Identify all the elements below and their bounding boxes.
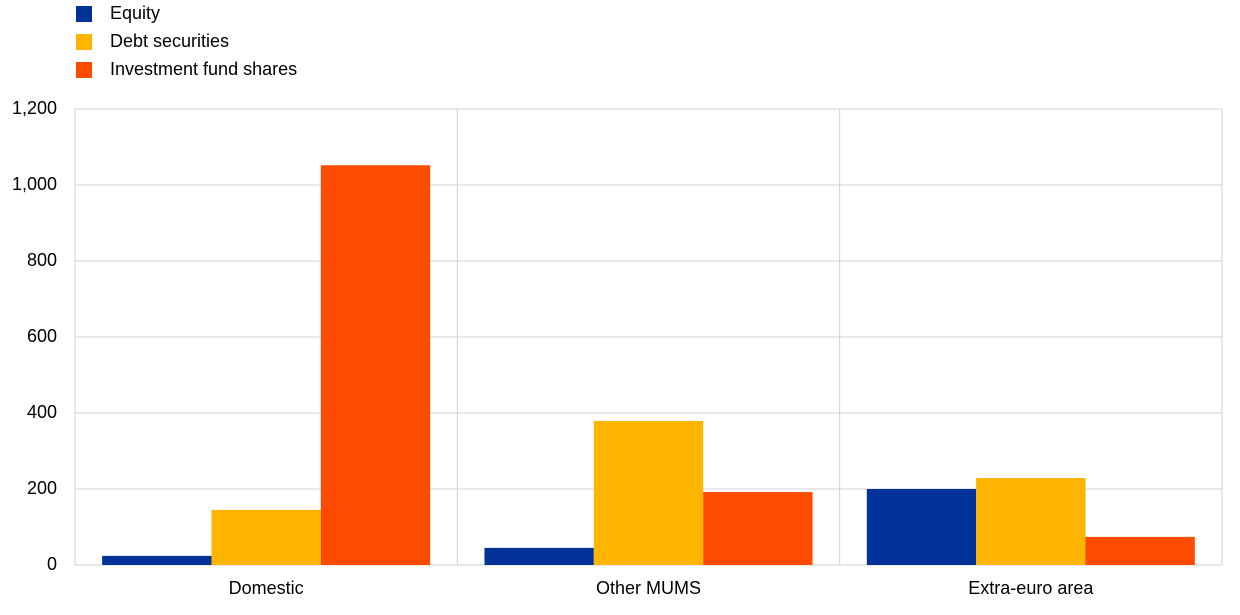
bar (593, 420, 704, 565)
bar (1085, 536, 1195, 565)
legend-swatch (76, 62, 92, 78)
bar (976, 477, 1086, 565)
legend-swatch (76, 6, 92, 22)
y-tick-label: 400 (27, 402, 57, 422)
bar (703, 492, 813, 565)
bar (866, 489, 977, 565)
legend-swatch (76, 34, 92, 50)
x-tick-label: Domestic (229, 578, 304, 598)
bar (320, 165, 431, 566)
legend-label: Equity (110, 3, 160, 23)
y-tick-label: 0 (47, 554, 57, 574)
y-tick-label: 1,000 (12, 174, 57, 194)
x-tick-label: Extra-euro area (968, 578, 1094, 598)
bar (484, 547, 594, 565)
bar (102, 555, 212, 565)
y-tick-label: 200 (27, 478, 57, 498)
y-tick-label: 1,200 (12, 98, 57, 118)
legend-label: Investment fund shares (110, 59, 297, 79)
x-tick-label: Other MUMS (596, 578, 701, 598)
legend-label: Debt securities (110, 31, 229, 51)
y-tick-label: 600 (27, 326, 57, 346)
bar (211, 509, 321, 565)
y-tick-label: 800 (27, 250, 57, 270)
